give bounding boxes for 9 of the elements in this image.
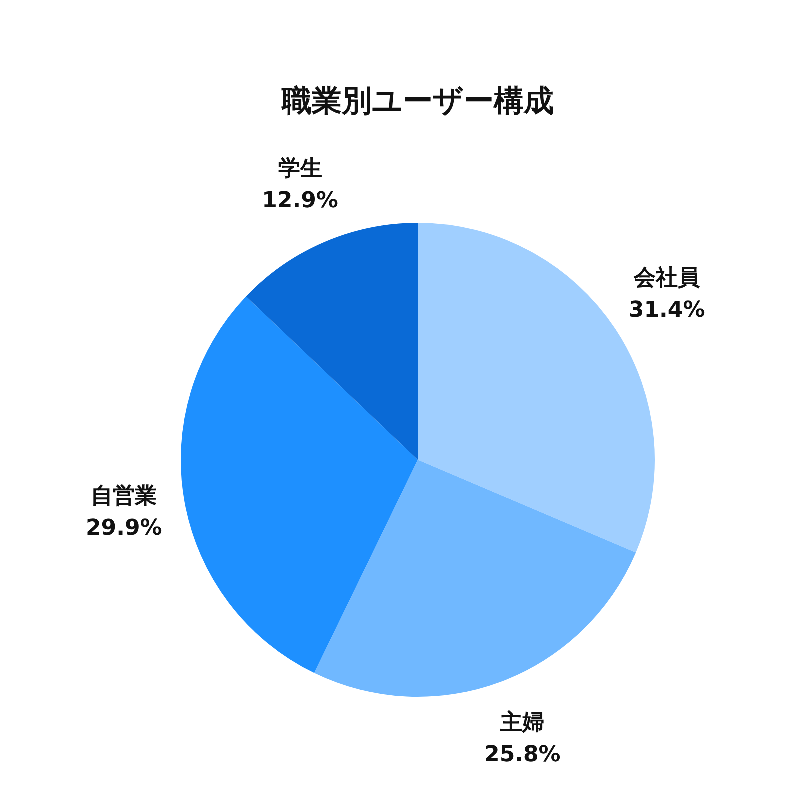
slice-label: 主婦 [500,709,545,736]
slice-label: 自営業 [91,484,158,509]
data-label: 12.9% [262,188,338,214]
data-label: 31.4% [628,298,706,323]
slice-label: 学生 [278,156,322,182]
data-label: 25.8% [484,742,561,768]
slice-label: 会社員 [633,266,700,291]
chart-title: 職業別ユーザー構成 [281,84,554,119]
data-label: 29.9% [86,516,162,541]
